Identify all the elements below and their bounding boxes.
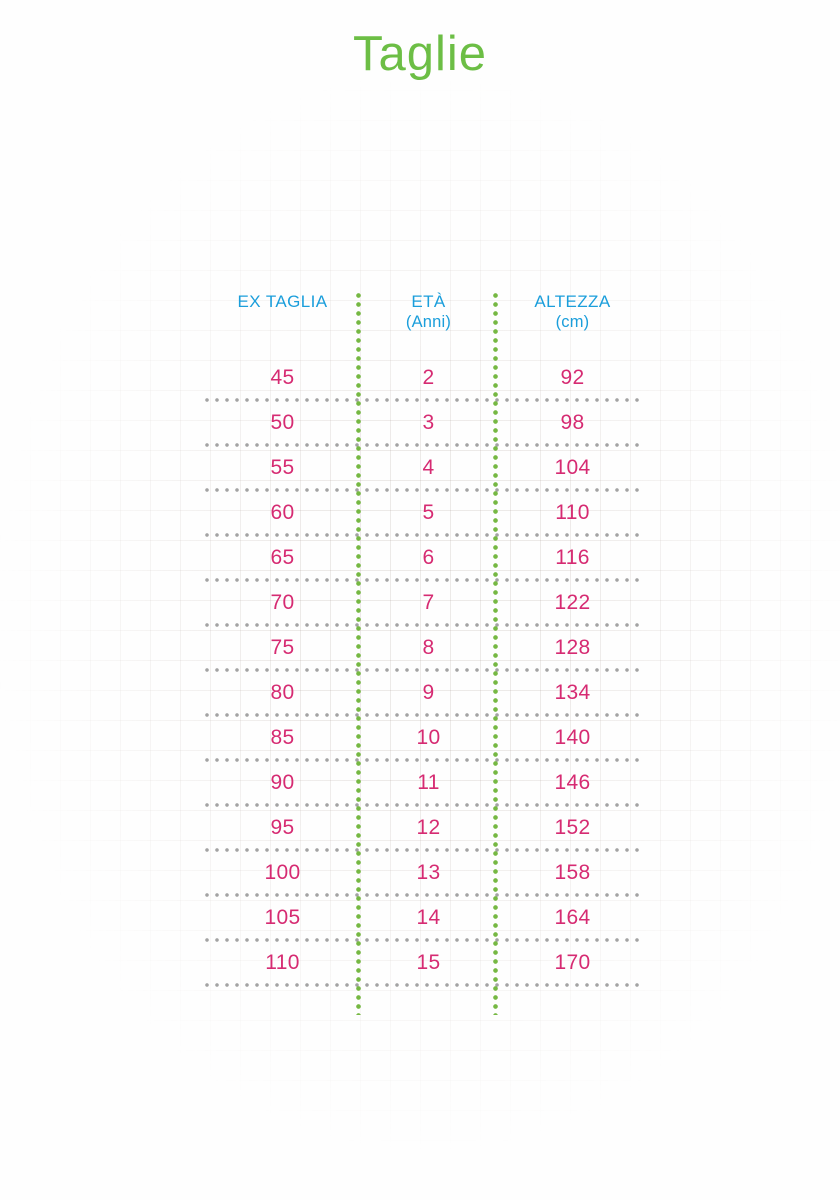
cell-eta: 2 bbox=[422, 365, 435, 389]
header-ex-taglia-line1: EX TAGLIA bbox=[237, 292, 328, 311]
table-row: 85 10 140 bbox=[205, 715, 640, 762]
table-row: 100 13 158 bbox=[205, 850, 640, 897]
size-table: EX TAGLIA ETÀ (Anni) ALTEZZA (cm) 45 2 9… bbox=[205, 292, 640, 987]
cell-eta: 5 bbox=[422, 500, 435, 524]
cell-altezza: 122 bbox=[554, 590, 591, 614]
header-eta: ETÀ (Anni) bbox=[360, 292, 497, 338]
cell-eta: 4 bbox=[422, 455, 435, 479]
cell-ex-taglia: 65 bbox=[270, 545, 295, 569]
table-row: 75 8 128 bbox=[205, 625, 640, 672]
table-row: 60 5 110 bbox=[205, 490, 640, 537]
cell-ex-taglia: 110 bbox=[265, 950, 300, 974]
cell-eta: 12 bbox=[416, 815, 441, 839]
cell-altezza: 110 bbox=[555, 500, 590, 524]
cell-ex-taglia: 95 bbox=[270, 815, 295, 839]
cell-ex-taglia: 70 bbox=[270, 590, 295, 614]
table-row: 55 4 104 bbox=[205, 445, 640, 492]
cell-ex-taglia: 50 bbox=[270, 410, 295, 434]
table-header-row: EX TAGLIA ETÀ (Anni) ALTEZZA (cm) bbox=[205, 292, 638, 338]
table-row: 105 14 164 bbox=[205, 895, 640, 942]
header-eta-line1: ETÀ bbox=[411, 292, 446, 311]
table-row: 70 7 122 bbox=[205, 580, 640, 627]
cell-ex-taglia: 100 bbox=[264, 860, 301, 884]
cell-altezza: 164 bbox=[554, 905, 591, 929]
cell-altezza: 140 bbox=[554, 725, 591, 749]
cell-altezza: 158 bbox=[554, 860, 591, 884]
cell-altezza: 134 bbox=[554, 680, 591, 704]
cell-altezza: 104 bbox=[554, 455, 591, 479]
cell-altezza: 98 bbox=[560, 410, 585, 434]
header-ex-taglia: EX TAGLIA bbox=[205, 292, 360, 338]
cell-ex-taglia: 105 bbox=[264, 905, 301, 929]
cell-ex-taglia: 45 bbox=[270, 365, 295, 389]
cell-ex-taglia: 85 bbox=[270, 725, 295, 749]
cell-altezza: 170 bbox=[554, 950, 591, 974]
cell-altezza: 116 bbox=[555, 545, 590, 569]
cell-ex-taglia: 60 bbox=[270, 500, 295, 524]
header-altezza: ALTEZZA (cm) bbox=[497, 292, 638, 338]
cell-eta: 14 bbox=[416, 905, 441, 929]
cell-ex-taglia: 80 bbox=[270, 680, 295, 704]
cell-eta: 9 bbox=[422, 680, 435, 704]
table-row: 90 11 146 bbox=[205, 760, 640, 807]
cell-eta: 3 bbox=[422, 410, 435, 434]
cell-eta: 11 bbox=[417, 770, 440, 794]
cell-eta: 15 bbox=[416, 950, 441, 974]
cell-altezza: 152 bbox=[554, 815, 591, 839]
page-title: Taglie bbox=[352, 27, 488, 81]
cell-altezza: 128 bbox=[554, 635, 591, 659]
table-row: 80 9 134 bbox=[205, 670, 640, 717]
cell-eta: 10 bbox=[416, 725, 441, 749]
table-row: 65 6 116 bbox=[205, 535, 640, 582]
header-altezza-line2: (cm) bbox=[555, 313, 590, 331]
cell-eta: 8 bbox=[422, 635, 435, 659]
table-row: 45 2 92 bbox=[205, 355, 640, 402]
cell-ex-taglia: 75 bbox=[270, 635, 295, 659]
table-row: 110 15 170 bbox=[205, 940, 640, 987]
table-row: 95 12 152 bbox=[205, 805, 640, 852]
cell-ex-taglia: 55 bbox=[270, 455, 295, 479]
cell-ex-taglia: 90 bbox=[270, 770, 295, 794]
cell-altezza: 92 bbox=[560, 365, 585, 389]
table-row: 50 3 98 bbox=[205, 400, 640, 447]
cell-eta: 7 bbox=[422, 590, 435, 614]
cell-eta: 13 bbox=[416, 860, 441, 884]
cell-eta: 6 bbox=[422, 545, 435, 569]
header-altezza-line1: ALTEZZA bbox=[534, 292, 611, 311]
header-eta-line2: (Anni) bbox=[405, 313, 452, 331]
table-body: 45 2 92 50 3 98 55 4 104 60 5 110 65 6 1… bbox=[205, 355, 640, 987]
cell-altezza: 146 bbox=[554, 770, 591, 794]
